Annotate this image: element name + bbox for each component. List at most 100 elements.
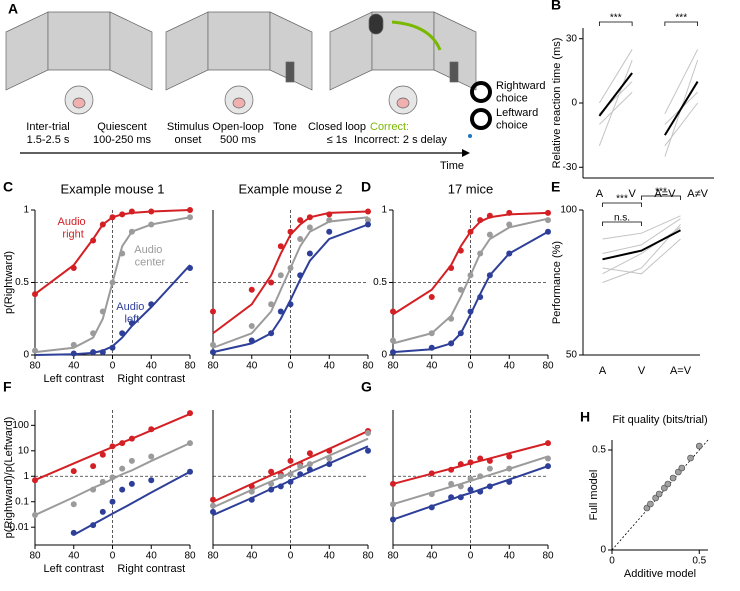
data-point	[70, 341, 77, 348]
water-drop	[468, 134, 472, 138]
y-tick-label: 1	[381, 205, 387, 216]
choice-label: Leftward choice	[496, 107, 541, 132]
data-point	[506, 221, 513, 228]
data-point	[457, 494, 464, 501]
series-line	[598, 49, 633, 104]
data-point	[448, 480, 455, 487]
data-point	[647, 500, 654, 508]
significance-bracket	[602, 221, 642, 226]
data-point	[268, 330, 275, 337]
x-tick-label: A=V	[654, 188, 676, 200]
x-tick-label: 0	[110, 361, 116, 372]
x-tick-label: 0.5	[692, 556, 706, 567]
x-tick-label: 40	[324, 361, 336, 372]
series-label: Audio right	[58, 216, 89, 241]
data-point	[148, 221, 155, 228]
data-point	[669, 474, 677, 482]
data-point	[306, 224, 313, 231]
data-point	[128, 435, 135, 442]
data-point	[210, 308, 216, 315]
data-point	[545, 228, 551, 235]
chart-title: Example mouse 1	[60, 181, 164, 196]
data-point	[306, 250, 313, 257]
x-tick-label: 80	[207, 551, 219, 562]
data-point	[248, 483, 255, 490]
data-point	[287, 265, 294, 271]
data-point	[545, 217, 551, 224]
data-point	[457, 247, 464, 254]
data-point	[390, 308, 396, 315]
x-tick-label: 80	[542, 361, 554, 372]
data-point	[467, 308, 474, 315]
data-point	[486, 231, 493, 238]
time-arrow	[462, 149, 470, 157]
y-axis-label: Full model	[588, 470, 600, 521]
series-line	[664, 102, 699, 147]
screen	[269, 11, 313, 91]
data-point	[210, 508, 216, 515]
data-point	[119, 440, 126, 447]
choice-label: Rightward choice	[496, 80, 549, 105]
x-tick-label: A	[596, 188, 604, 200]
y-tick-label: 100	[560, 205, 577, 216]
data-point	[545, 209, 551, 216]
data-point	[128, 208, 135, 215]
data-point	[287, 478, 294, 485]
x-tick-label: 0	[609, 556, 615, 567]
data-point	[457, 483, 464, 490]
data-point	[506, 465, 513, 472]
series-line	[598, 72, 633, 117]
data-point	[128, 320, 135, 327]
x-tick-label: 80	[387, 551, 399, 562]
series-label: Audio center	[134, 244, 165, 269]
mouse-ears	[396, 97, 410, 109]
series-label: Audio left	[116, 301, 147, 326]
data-point	[477, 455, 484, 462]
data-point	[287, 301, 294, 308]
data-point	[268, 480, 275, 487]
x-tick-label: 0	[468, 551, 474, 562]
data-point	[70, 501, 77, 508]
y-tick-label: 0	[381, 350, 387, 361]
data-point	[268, 468, 275, 475]
data-point	[90, 349, 97, 356]
x-tick-label: 80	[29, 551, 41, 562]
data-point	[119, 486, 126, 493]
data-point	[428, 294, 435, 300]
data-point	[428, 491, 435, 498]
series-line	[599, 91, 633, 125]
panel-label: G	[361, 379, 372, 395]
x-tick-label: 0	[468, 361, 474, 372]
data-point	[428, 330, 435, 337]
data-point	[486, 465, 493, 472]
panel-label: A	[8, 1, 18, 17]
x-tick-label: 0	[288, 551, 294, 562]
data-point	[287, 457, 294, 464]
fit-line	[392, 465, 549, 521]
y-tick-label: 50	[566, 350, 578, 361]
data-point	[297, 236, 304, 242]
data-point	[297, 463, 304, 470]
x-tick-label: V	[638, 365, 646, 377]
data-point	[128, 457, 135, 464]
x-axis-label: Right contrast	[117, 373, 185, 385]
significance-bracket	[598, 21, 633, 26]
screen	[207, 11, 271, 71]
annotation: ***	[610, 13, 622, 24]
x-tick-label: 40	[68, 551, 80, 562]
panel-label: H	[580, 409, 590, 425]
panel-label: F	[3, 379, 12, 395]
data-point	[448, 466, 455, 473]
data-point	[365, 208, 371, 215]
timeline-step: Quiescent	[97, 121, 147, 133]
x-axis-label: Left contrast	[43, 563, 104, 575]
significance-bracket	[664, 21, 699, 26]
data-point	[99, 451, 106, 458]
x-tick-label: 80	[362, 551, 374, 562]
data-point	[99, 478, 106, 485]
y-axis-label: p(Rightward)	[3, 251, 15, 314]
x-tick-label: 0	[288, 361, 294, 372]
x-tick-label: 40	[146, 361, 158, 372]
x-axis-label: Right contrast	[117, 563, 185, 575]
data-point	[32, 291, 38, 298]
